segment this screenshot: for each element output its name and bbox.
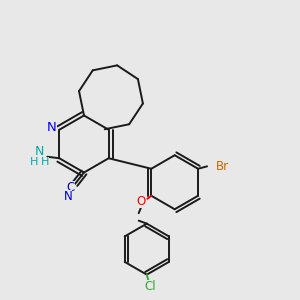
Text: N: N (64, 190, 73, 203)
Text: N: N (47, 121, 57, 134)
Text: C: C (66, 181, 75, 194)
Text: O: O (137, 195, 146, 208)
Text: Cl: Cl (144, 280, 156, 292)
Text: H: H (30, 157, 39, 167)
Text: Br: Br (216, 160, 229, 173)
Text: N: N (34, 145, 44, 158)
Text: H: H (40, 157, 49, 167)
